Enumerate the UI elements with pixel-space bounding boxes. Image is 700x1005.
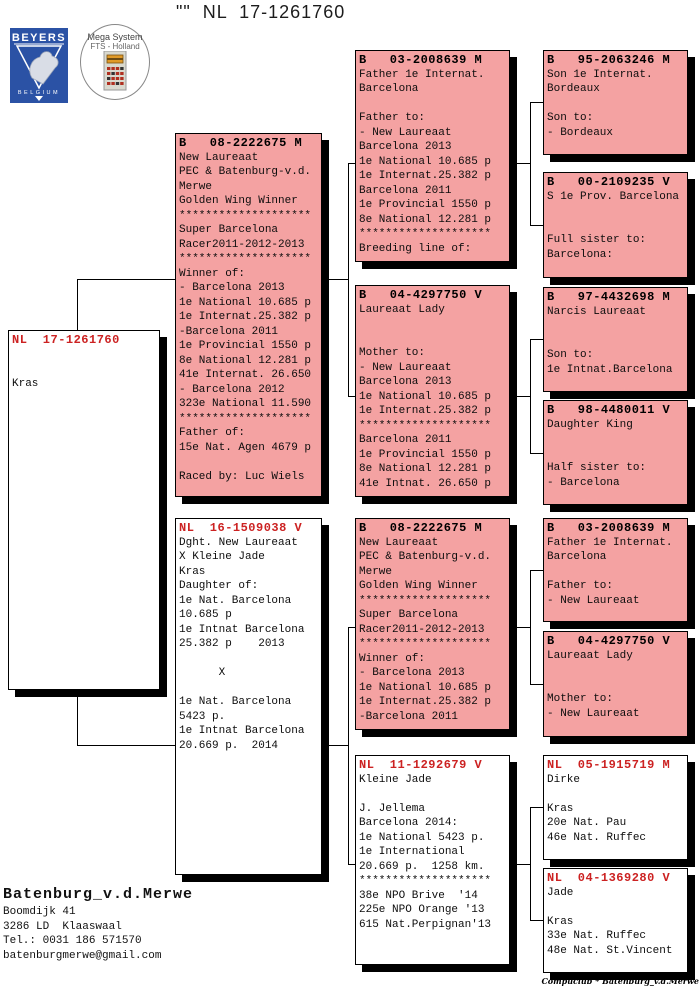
ring-number: NL 16-1509038 V — [179, 521, 303, 535]
connector-line — [322, 279, 348, 280]
ring-number: NL 05-1915719 M — [547, 758, 671, 772]
connector-line — [510, 627, 530, 628]
connector-line — [77, 279, 78, 331]
box-details: Kleine Jade J. Jellema Barcelona 2014: 1… — [359, 773, 492, 931]
pedigree-box-father: B 08-2222675 M New Laureaat PEC & Batenb… — [175, 133, 322, 497]
box-details: Dirke Kras 20e Nat. Pau 46e Nat. Ruffec — [547, 773, 647, 844]
calculator-icon — [103, 50, 127, 91]
ring-number: B 08-2222675 M — [359, 521, 483, 535]
breeder-contact-block: Batenburg_v.d.Merwe Boomdijk 41 3286 LD … — [3, 885, 193, 963]
box-details: Father 1e Internat. Barcelona Father to:… — [359, 68, 492, 255]
box-details: Laureaat Lady Mother to: - New Laureaat … — [359, 303, 492, 490]
pedigree-box-great-grandparent: B 98-4480011 V Daughter King Half sister… — [543, 400, 688, 505]
box-details: S 1e Prov. Barcelona Full sister to: Bar… — [547, 190, 680, 261]
beyers-country-text: BELGIUM — [18, 90, 60, 96]
connector-line — [530, 102, 543, 103]
connector-line — [530, 570, 543, 571]
connector-line — [77, 745, 175, 746]
compuclub-credit: Compuclub * Batenburg_v.d.Merwe — [541, 976, 699, 986]
ring-number: B 98-4480011 V — [547, 403, 671, 417]
pedigree-box-mother: NL 16-1509038 V Dght. New Laureaat X Kle… — [175, 518, 322, 875]
connector-line — [530, 225, 543, 226]
pedigree-box-great-grandparent: NL 04-1369280 V Jade Kras 33e Nat. Ruffe… — [543, 868, 688, 973]
connector-line — [77, 279, 175, 280]
mega-logo-line1: Mega System — [87, 32, 143, 42]
pedigree-box-great-grandparent: B 95-2063246 M Son 1e Internat. Bordeaux… — [543, 50, 688, 155]
box-details: Father 1e Internat. Barcelona Father to:… — [547, 536, 673, 607]
box-details: Daughter King Half sister to: - Barcelon… — [547, 418, 647, 489]
breeder-address: Boomdijk 41 3286 LD Klaaswaal Tel.: 0031… — [3, 906, 162, 962]
ring-number: B 00-2109235 V — [547, 175, 671, 189]
ring-number: B 95-2063246 M — [547, 53, 671, 67]
ring-number: NL 11-1292679 V — [359, 758, 483, 772]
box-details: New Laureaat PEC & Batenburg-v.d. Merwe … — [359, 536, 492, 723]
pedigree-box-granddam: NL 11-1292679 V Kleine Jade J. Jellema B… — [355, 755, 510, 965]
connector-line — [530, 807, 531, 921]
ring-number: NL 17-1261760 — [12, 333, 120, 347]
pedigree-box-granddam: B 04-4297750 V Laureaat Lady Mother to: … — [355, 285, 510, 497]
box-details: Son 1e Internat. Bordeaux Son to: - Bord… — [547, 68, 653, 139]
connector-line — [77, 690, 78, 746]
connector-line — [530, 807, 543, 808]
box-details: New Laureaat PEC & Batenburg-v.d. Merwe … — [179, 151, 312, 483]
pedigree-box-great-grandparent: B 03-2008639 M Father 1e Internat. Barce… — [543, 518, 688, 622]
connector-line — [348, 163, 355, 164]
pedigree-box-subject: NL 17-1261760 Kras — [8, 330, 160, 690]
connector-line — [530, 570, 531, 685]
connector-line — [322, 745, 348, 746]
connector-line — [510, 163, 530, 164]
ring-number: B 03-2008639 M — [359, 53, 483, 67]
pedigree-box-great-grandparent: NL 05-1915719 M Dirke Kras 20e Nat. Pau … — [543, 755, 688, 860]
connector-line — [530, 102, 531, 226]
beyers-logo: BEYERS BELGIUM — [10, 28, 68, 103]
ring-number: B 08-2222675 M — [179, 136, 303, 150]
connector-line — [510, 864, 530, 865]
connector-line — [530, 453, 543, 454]
connector-line — [530, 684, 543, 685]
box-details: Narcis Laureaat Son to: 1e Intnat.Barcel… — [547, 305, 673, 376]
connector-line — [348, 627, 355, 628]
pedigree-box-great-grandparent: B 00-2109235 V S 1e Prov. Barcelona Full… — [543, 172, 688, 278]
connector-line — [348, 627, 349, 865]
beyers-logo-text: BEYERS — [12, 32, 66, 44]
breeder-name: Batenburg_v.d.Merwe — [3, 886, 194, 903]
pedigree-box-grandsire: B 03-2008639 M Father 1e Internat. Barce… — [355, 50, 510, 262]
connector-line — [530, 920, 543, 921]
connector-line — [510, 396, 530, 397]
mega-logo-line2: FTS - Holland — [90, 42, 140, 51]
pedigree-box-grandsire: B 08-2222675 M New Laureaat PEC & Batenb… — [355, 518, 510, 730]
page-title: "" NL 17-1261760 — [176, 2, 346, 22]
mega-system-logo: Mega System FTS - Holland — [80, 24, 150, 100]
connector-line — [348, 396, 355, 397]
pedigree-box-great-grandparent: B 97-4432698 M Narcis Laureaat Son to: 1… — [543, 287, 688, 392]
ring-number: B 04-4297750 V — [359, 288, 483, 302]
ring-number: B 03-2008639 M — [547, 521, 671, 535]
ring-number: B 04-4297750 V — [547, 634, 671, 648]
connector-line — [348, 864, 355, 865]
connector-line — [348, 163, 349, 397]
box-details: Kras — [12, 377, 39, 390]
box-details: Dght. New Laureaat X Kleine Jade Kras Da… — [179, 536, 305, 752]
connector-line — [530, 339, 531, 454]
beyers-logo-image: BEYERS BELGIUM — [10, 28, 68, 103]
pedigree-box-great-grandparent: B 04-4297750 V Laureaat Lady Mother to: … — [543, 631, 688, 737]
pigeon-icon — [29, 51, 59, 85]
box-details: Laureaat Lady Mother to: - New Laureaat — [547, 649, 640, 720]
ring-number: B 97-4432698 M — [547, 290, 671, 304]
connector-line — [530, 339, 543, 340]
ring-number: NL 04-1369280 V — [547, 871, 671, 885]
box-details: Jade Kras 33e Nat. Ruffec 48e Nat. St.Vi… — [547, 886, 673, 957]
